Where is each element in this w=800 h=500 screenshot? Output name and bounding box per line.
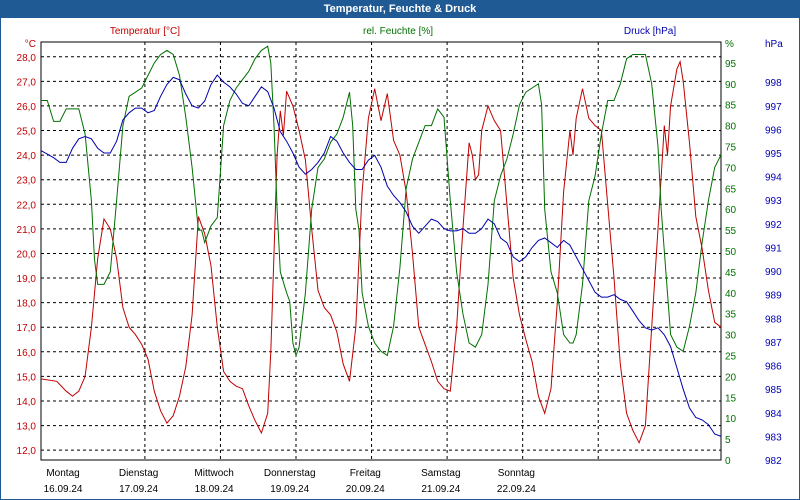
temperature-tick-label: 18,0	[17, 299, 37, 310]
pressure-tick-label: 992	[765, 220, 782, 231]
humidity-tick-label: 90	[725, 80, 737, 91]
pressure-tick-label: 982	[765, 456, 782, 467]
humidity-tick-label: 45	[725, 268, 737, 279]
humidity-tick-label: 65	[725, 184, 737, 195]
x-tick-weekday: Montag	[46, 468, 79, 479]
humidity-tick-label: 55	[725, 226, 737, 237]
humidity-tick-label: 0	[725, 456, 731, 467]
x-tick-date: 18.09.24	[195, 484, 234, 495]
pressure-tick-label: 991	[765, 243, 782, 254]
humidity-tick-label: 35	[725, 310, 737, 321]
grid	[40, 41, 722, 461]
series-lines	[40, 45, 722, 445]
humidity-tick-label: 80	[725, 122, 737, 133]
humidity-tick-label: 15	[725, 393, 737, 404]
temperature-tick-label: 17,0	[17, 323, 37, 334]
pressure-tick-label: 984	[765, 409, 782, 420]
temperature-tick-label: 15,0	[17, 372, 37, 383]
axis-ticks: 12,0 13,0 14,0 15,0 16,0 17,0 18,0 19,0 20,0 21,0…	[17, 53, 783, 467]
humidity-tick-label: 10	[725, 414, 737, 425]
temperature-tick-label: 27,0	[17, 77, 37, 88]
pressure-tick-label: 990	[765, 267, 782, 278]
humidity-tick-label: 95	[725, 59, 737, 70]
x-tick-date: 16.09.24	[44, 484, 83, 495]
x-axis-labels: Montag 16.09.24 Dienstag 17.09.24 Mittwoch 18…	[44, 468, 537, 495]
x-tick-weekday: Samstag	[421, 468, 460, 479]
pressure-tick-label: 993	[765, 196, 782, 207]
humidity-axis-label: rel. Feuchte [%]	[363, 26, 433, 37]
temperature-tick-label: 28,0	[17, 53, 37, 64]
temperature-axis-label: Temperatur [°C]	[110, 26, 180, 37]
humidity-tick-label: 75	[725, 143, 737, 154]
pressure-tick-label: 996	[765, 125, 782, 136]
pressure-line	[40, 74, 722, 437]
humidity-tick-label: 60	[725, 205, 737, 216]
temperature-tick-label: 19,0	[17, 274, 37, 285]
pressure-tick-label: 997	[765, 102, 782, 113]
x-tick-date: 17.09.24	[119, 484, 158, 495]
temperature-tick-label: 23,0	[17, 176, 37, 187]
pressure-tick-label: 995	[765, 149, 782, 160]
x-tick-date: 19.09.24	[270, 484, 309, 495]
pressure-tick-label: 998	[765, 78, 782, 89]
window-title: Temperatur, Feuchte & Druck	[1, 1, 799, 18]
pressure-tick-label: 994	[765, 173, 782, 184]
pressure-tick-label: 988	[765, 314, 782, 325]
temperature-tick-label: 21,0	[17, 225, 37, 236]
humidity-tick-label: 25	[725, 352, 737, 363]
pressure-tick-label: 983	[765, 432, 782, 443]
pressure-tick-label: 985	[765, 385, 782, 396]
pressure-axis-label: Druck [hPa]	[624, 26, 676, 37]
humidity-tick-label: 20	[725, 372, 737, 383]
x-tick-weekday: Sonntag	[498, 468, 535, 479]
x-tick-weekday: Mittwoch	[194, 468, 233, 479]
temperature-tick-label: 25,0	[17, 127, 37, 138]
temperature-tick-label: 24,0	[17, 151, 37, 162]
temperature-tick-label: 20,0	[17, 249, 37, 260]
pressure-unit-label: hPa	[765, 39, 783, 50]
humidity-unit-label: %	[725, 39, 734, 50]
pressure-tick-label: 987	[765, 338, 782, 349]
temperature-tick-label: 12,0	[17, 446, 37, 457]
humidity-tick-label: 40	[725, 289, 737, 300]
x-tick-weekday: Freitag	[350, 468, 381, 479]
x-tick-date: 20.09.24	[346, 484, 385, 495]
x-tick-date: 22.09.24	[497, 484, 536, 495]
humidity-tick-label: 85	[725, 101, 737, 112]
temperature-tick-label: 14,0	[17, 397, 37, 408]
humidity-tick-label: 70	[725, 163, 737, 174]
temperature-tick-label: 22,0	[17, 200, 37, 211]
humidity-line	[41, 45, 722, 358]
temperature-tick-label: 13,0	[17, 422, 37, 433]
pressure-tick-label: 986	[765, 362, 782, 373]
humidity-tick-label: 50	[725, 247, 737, 258]
temperature-unit-label: °C	[25, 39, 36, 50]
temperature-tick-label: 26,0	[17, 102, 37, 113]
x-tick-date: 21.09.24	[421, 484, 460, 495]
temperature-line	[40, 59, 722, 445]
humidity-tick-label: 30	[725, 331, 737, 342]
plot-area	[40, 41, 722, 461]
temperature-tick-label: 16,0	[17, 348, 37, 359]
x-tick-weekday: Donnerstag	[264, 468, 316, 479]
pressure-tick-label: 989	[765, 291, 782, 302]
x-tick-weekday: Dienstag	[119, 468, 158, 479]
humidity-tick-label: 5	[725, 435, 731, 446]
